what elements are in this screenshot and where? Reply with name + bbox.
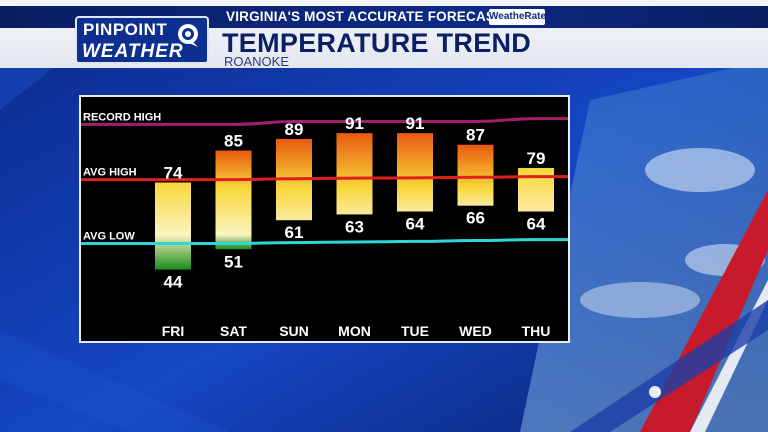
day-label-thu: THU: [522, 323, 551, 339]
range-bar-mon: [336, 133, 373, 215]
range-bar-fri: [155, 182, 191, 270]
high-value-wed: 87: [466, 126, 485, 145]
weatherate-badge: WeatheRate: [489, 9, 546, 25]
high-value-tue: 91: [406, 114, 425, 133]
low-value-sun: 61: [285, 223, 304, 242]
low-value-mon: 63: [345, 217, 364, 236]
avg-high-label: AVG HIGH: [83, 167, 137, 179]
range-bar-sat: [215, 150, 252, 250]
location-subtitle: ROANOKE: [224, 54, 290, 69]
range-bar-thu: [518, 167, 554, 212]
day-label-sun: SUN: [279, 323, 309, 339]
avg-high-line: [81, 175, 568, 182]
low-value-fri: 44: [164, 273, 183, 292]
logo-text-weather: WEATHER: [82, 41, 184, 62]
record-high-label: RECORD HIGH: [83, 111, 161, 123]
station-logo: PINPOINT WEATHER: [75, 16, 209, 64]
day-label-tue: TUE: [401, 323, 429, 339]
high-value-thu: 79: [527, 149, 546, 168]
record-high-line: [81, 117, 568, 126]
avg-low-line: [81, 238, 568, 245]
low-value-tue: 64: [406, 215, 425, 234]
low-value-thu: 64: [527, 215, 546, 234]
day-label-fri: FRI: [162, 323, 185, 339]
high-value-sat: 85: [224, 132, 243, 151]
page-title: TEMPERATURE TREND: [222, 28, 532, 58]
tagline: VIRGINIA'S MOST ACCURATE FORECAST: [226, 9, 504, 24]
pinpoint-icon: [178, 24, 198, 47]
high-value-sun: 89: [285, 120, 304, 139]
day-label-wed: WED: [459, 323, 492, 339]
high-value-mon: 91: [345, 114, 364, 133]
range-bar-wed: [457, 144, 494, 206]
chart-canvas: RECORD HIGH AVG HIGH AVG LOW 74 44 FRI 85 51 SAT…: [81, 111, 568, 339]
low-value-wed: 66: [466, 209, 485, 228]
high-value-fri: 74: [164, 163, 183, 182]
range-bar-tue: [397, 133, 433, 212]
low-value-sat: 51: [224, 252, 243, 271]
day-label-sat: SAT: [220, 323, 247, 339]
logo-text-pinpoint: PINPOINT: [83, 20, 168, 39]
avg-low-label: AVG LOW: [83, 230, 135, 242]
temperature-chart: RECORD HIGH AVG HIGH AVG LOW 74 44 FRI 85 51 SAT…: [79, 95, 570, 343]
day-label-mon: MON: [338, 323, 371, 339]
